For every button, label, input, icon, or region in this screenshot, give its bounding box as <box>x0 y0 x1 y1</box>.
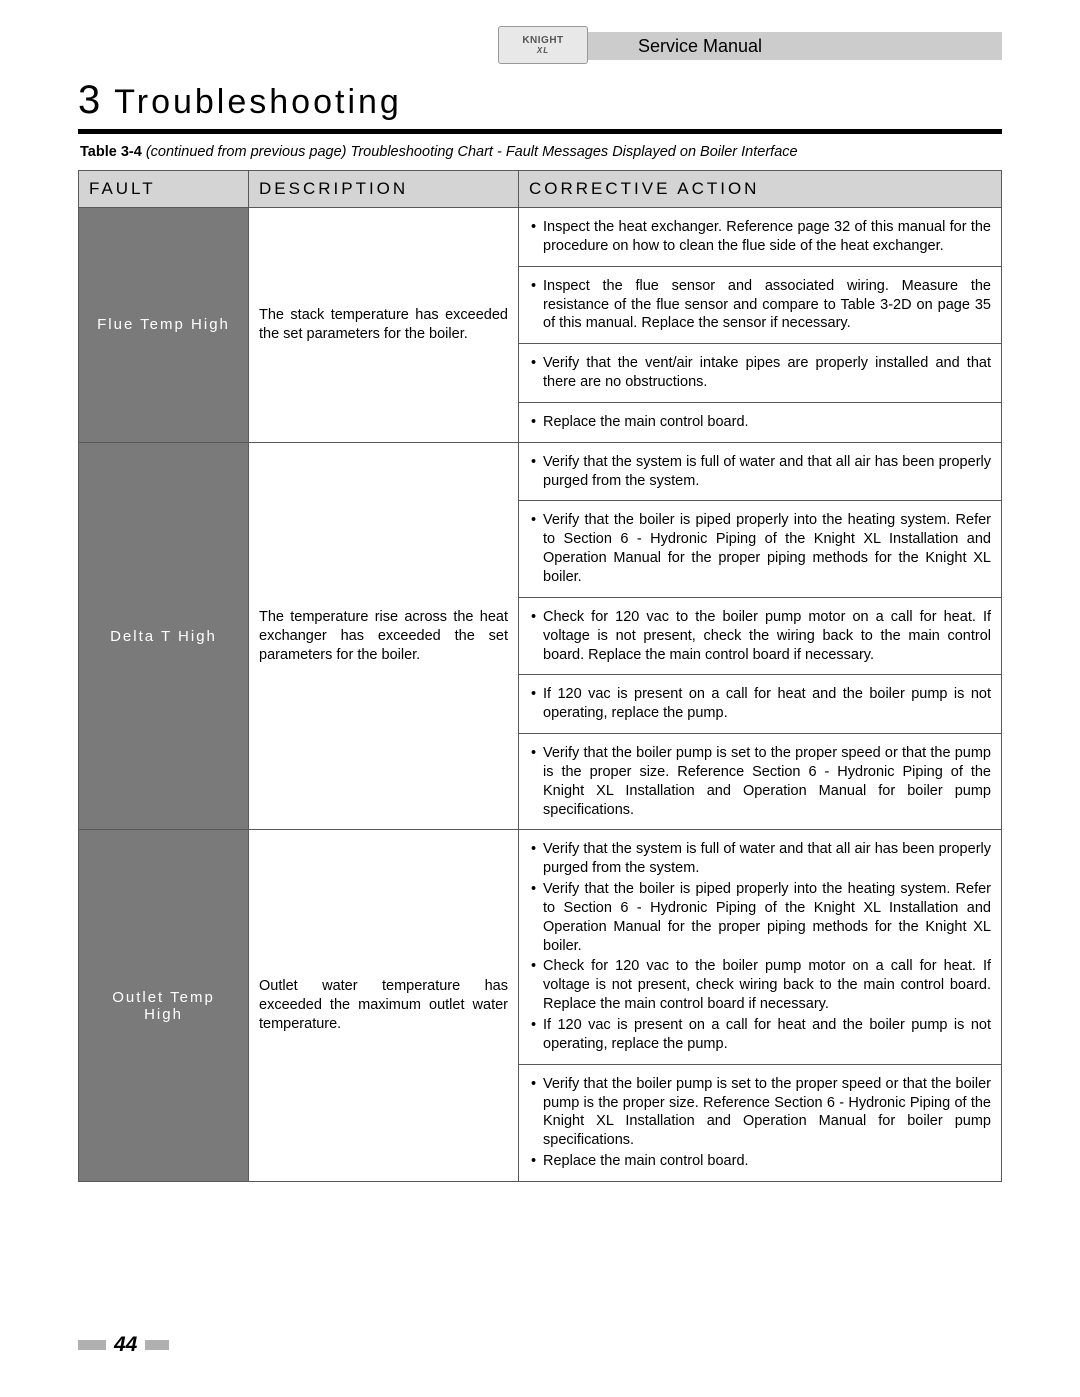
action-item: Verify that the boiler is piped properly… <box>529 511 991 586</box>
corrective-action: Inspect the heat exchanger. Reference pa… <box>519 208 1002 267</box>
logo-icon: KNIGHT XL <box>498 26 588 64</box>
page-footer: 44 <box>78 1333 169 1357</box>
fault-name: Delta T High <box>79 442 249 830</box>
logo-main: KNIGHT <box>522 35 563 46</box>
corrective-action: Verify that the boiler pump is set to th… <box>519 734 1002 830</box>
col-description: DESCRIPTION <box>249 171 519 208</box>
action-item: Replace the main control board. <box>529 1152 991 1171</box>
corrective-action: Inspect the flue sensor and associated w… <box>519 266 1002 344</box>
action-item: Verify that the vent/air intake pipes ar… <box>529 354 991 392</box>
table-caption: Table 3-4 (continued from previous page)… <box>78 144 1002 160</box>
table-row: Flue Temp HighThe stack temperature has … <box>79 208 1002 267</box>
section-heading: 3 Troubleshooting <box>78 78 1002 134</box>
fault-name: Outlet TempHigh <box>79 830 249 1182</box>
section-title-text: Troubleshooting <box>114 83 402 121</box>
fault-description: Outlet water temperature has exceeded th… <box>249 830 519 1182</box>
corrective-action: Verify that the system is full of water … <box>519 442 1002 501</box>
fault-description: The temperature rise across the heat exc… <box>249 442 519 830</box>
troubleshooting-table: FAULT DESCRIPTION CORRECTIVE ACTION Flue… <box>78 170 1002 1182</box>
corrective-action: Verify that the boiler pump is set to th… <box>519 1064 1002 1181</box>
service-manual-label: Service Manual <box>638 36 762 57</box>
corrective-action: Replace the main control board. <box>519 402 1002 442</box>
fault-name: Flue Temp High <box>79 208 249 443</box>
action-item: Verify that the system is full of water … <box>529 453 991 491</box>
page-number: 44 <box>114 1333 137 1357</box>
table-row: Outlet TempHighOutlet water temperature … <box>79 830 1002 1064</box>
corrective-action: Verify that the system is full of water … <box>519 830 1002 1064</box>
caption-text: (continued from previous page) Troublesh… <box>146 144 798 160</box>
fault-description: The stack temperature has exceeded the s… <box>249 208 519 443</box>
action-item: Verify that the system is full of water … <box>529 840 991 878</box>
section-number: 3 <box>78 78 100 122</box>
action-item: Replace the main control board. <box>529 413 991 432</box>
col-action: CORRECTIVE ACTION <box>519 171 1002 208</box>
corrective-action: If 120 vac is present on a call for heat… <box>519 675 1002 734</box>
footer-tick-left <box>78 1340 106 1350</box>
table-header-row: FAULT DESCRIPTION CORRECTIVE ACTION <box>79 171 1002 208</box>
action-item: Verify that the boiler is piped properly… <box>529 880 991 955</box>
header-bar: KNIGHT XL Service Manual <box>498 32 1002 60</box>
logo-sub: XL <box>537 46 549 55</box>
action-item: Verify that the boiler pump is set to th… <box>529 1075 991 1150</box>
action-item: Check for 120 vac to the boiler pump mot… <box>529 608 991 665</box>
corrective-action: Check for 120 vac to the boiler pump mot… <box>519 597 1002 675</box>
action-item: Inspect the flue sensor and associated w… <box>529 277 991 334</box>
action-item: If 120 vac is present on a call for heat… <box>529 1016 991 1054</box>
action-item: If 120 vac is present on a call for heat… <box>529 685 991 723</box>
corrective-action: Verify that the vent/air intake pipes ar… <box>519 344 1002 403</box>
corrective-action: Verify that the boiler is piped properly… <box>519 501 1002 597</box>
action-item: Inspect the heat exchanger. Reference pa… <box>529 218 991 256</box>
col-fault: FAULT <box>79 171 249 208</box>
action-item: Check for 120 vac to the boiler pump mot… <box>529 957 991 1014</box>
table-row: Delta T HighThe temperature rise across … <box>79 442 1002 501</box>
footer-tick-right <box>145 1340 169 1350</box>
action-item: Verify that the boiler pump is set to th… <box>529 744 991 819</box>
caption-label: Table 3-4 <box>80 144 142 160</box>
